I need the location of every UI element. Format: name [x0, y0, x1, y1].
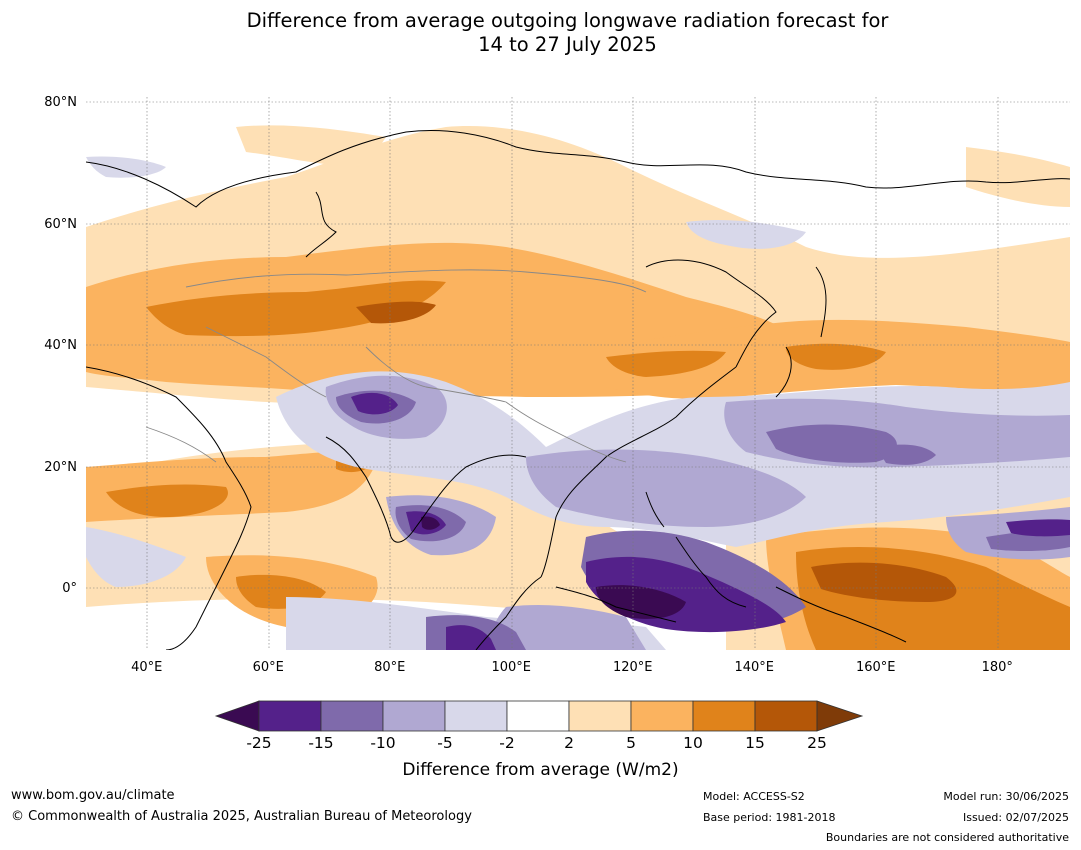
latitude-label: 80°N [44, 95, 77, 111]
anomaly-fill-extreme-purple [421, 516, 686, 619]
colorbar-tick-label: 15 [745, 734, 765, 752]
colorbar-tick-label: -10 [370, 734, 396, 752]
footer-copyright: © Commonwealth of Australia 2025, Austra… [11, 809, 472, 824]
colorbar-tick-label: 5 [626, 734, 636, 752]
map-title: Difference from average outgoing longwav… [0, 9, 1081, 57]
colorbar-tick-label: 25 [807, 734, 827, 752]
colorbar-label: Difference from average (W/m2) [402, 760, 679, 780]
colorbar-swatch [506, 700, 570, 732]
latitude-label: 20°N [44, 459, 77, 475]
map-canvas [86, 97, 1070, 650]
footer-url: www.bom.gov.au/climate [11, 788, 175, 803]
colorbar-extend-low [214, 700, 260, 732]
latitude-label: 0° [62, 581, 77, 597]
footer-base-period: Base period: 1981-2018 [703, 811, 836, 824]
olr-anomaly-map [86, 97, 1070, 650]
longitude-label: 160°E [855, 660, 896, 675]
colorbar-swatch [754, 700, 818, 732]
latitude-label: 60°N [44, 216, 77, 232]
longitude-label: 100°E [491, 660, 532, 675]
footer-issued: Issued: 02/07/2025 [962, 811, 1069, 824]
longitude-label: 80°E [374, 660, 406, 675]
anomaly-fill-deep-orange [356, 301, 957, 602]
footer-model-run: Model run: 30/06/2025 [943, 790, 1069, 803]
longitude-label: 140°E [734, 660, 775, 675]
graticule [86, 97, 1070, 650]
colorbar-swatch [692, 700, 756, 732]
colorbar-swatch [258, 700, 322, 732]
colorbar [214, 700, 864, 732]
colorbar-tick-label: -2 [499, 734, 515, 752]
latitude-label: 40°N [44, 338, 77, 354]
footer-disclaimer: Boundaries are not considered authoritat… [825, 831, 1069, 844]
title-line-1: Difference from average outgoing longwav… [246, 9, 889, 32]
colorbar-tick-label: -15 [308, 734, 334, 752]
longitude-label: 40°E [131, 660, 163, 675]
colorbar-swatch [382, 700, 446, 732]
colorbar-swatch [630, 700, 694, 732]
colorbar-swatch [568, 700, 632, 732]
colorbar-swatch [320, 700, 384, 732]
longitude-label: 120°E [612, 660, 653, 675]
footer-model: Model: ACCESS-S2 [703, 790, 805, 803]
coastlines [86, 130, 1070, 650]
colorbar-extend-high [816, 700, 864, 732]
colorbar-tick-label: -25 [246, 734, 272, 752]
colorbar-tick-label: -5 [437, 734, 453, 752]
colorbar-tick-label: 10 [683, 734, 703, 752]
longitude-label: 60°E [252, 660, 284, 675]
colorbar-tick-label: 2 [564, 734, 574, 752]
colorbar-swatch [444, 700, 508, 732]
longitude-label: 180° [981, 660, 1013, 675]
title-line-2: 14 to 27 July 2025 [478, 33, 657, 56]
country-borders [145, 269, 647, 463]
